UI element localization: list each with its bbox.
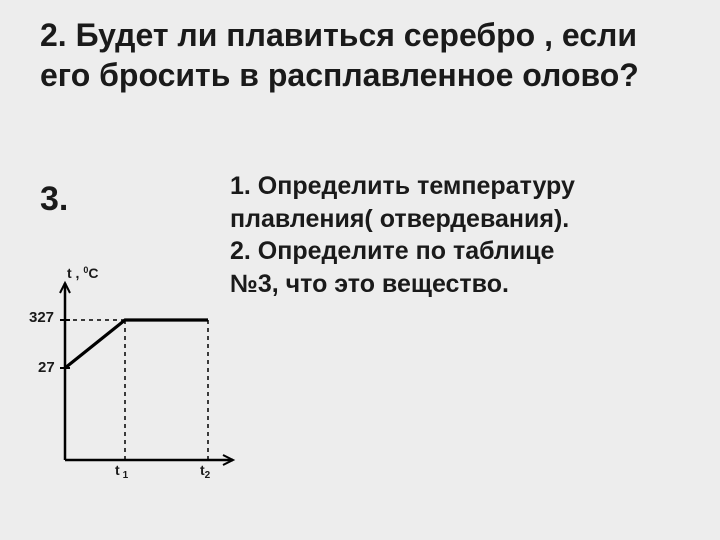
- question-2-text: 2. Будет ли плавиться серебро , если его…: [40, 15, 680, 95]
- q3-line4: №3, что это вещество.: [230, 270, 509, 298]
- question-3-number: 3.: [40, 180, 68, 219]
- temperature-chart: t , 0C 327 27 t 1 t2: [25, 265, 255, 525]
- question-3-text: 1. Определить температуру плавления( отв…: [230, 170, 700, 300]
- q3-line3: 2. Определите по таблице: [230, 237, 554, 265]
- chart-svg: [25, 265, 255, 495]
- q3-line1: 1. Определить температуру: [230, 172, 575, 200]
- q3-line2: плавления( отвердевания).: [230, 205, 569, 233]
